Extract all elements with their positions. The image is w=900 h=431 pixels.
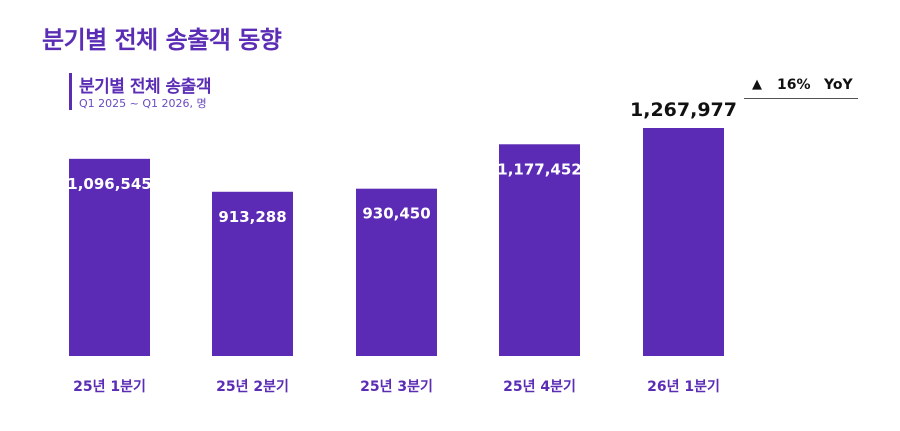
category-label: 25년 2분기 [216, 379, 289, 395]
data-label: 913,288 [218, 208, 286, 226]
yoy-indicator: ▲ 16% YoY [744, 76, 858, 99]
bar [643, 128, 724, 356]
page-title: 분기별 전체 송출객 동향 [42, 26, 282, 54]
data-label: 1,096,545 [67, 175, 151, 193]
bar [499, 144, 580, 356]
category-label: 25년 3분기 [360, 379, 433, 395]
data-label: 930,450 [362, 205, 430, 223]
data-label: 1,177,452 [497, 160, 581, 178]
bar [212, 191, 293, 356]
subtitle-accent-bar [69, 73, 72, 110]
bar [356, 188, 437, 356]
yoy-value: 16% [777, 77, 811, 93]
bar [69, 158, 150, 356]
triangle-up-icon: ▲ [752, 77, 762, 92]
chart-subtitle: Q1 2025 ~ Q1 2026, 명 [79, 97, 207, 110]
category-label: 25년 1분기 [73, 379, 146, 395]
data-label: 1,267,977 [630, 99, 737, 121]
category-label: 26년 1분기 [647, 379, 720, 395]
yoy-label: YoY [824, 77, 853, 93]
category-label: 25년 4분기 [503, 379, 576, 395]
chart-title: 분기별 전체 송출객 [79, 77, 211, 97]
